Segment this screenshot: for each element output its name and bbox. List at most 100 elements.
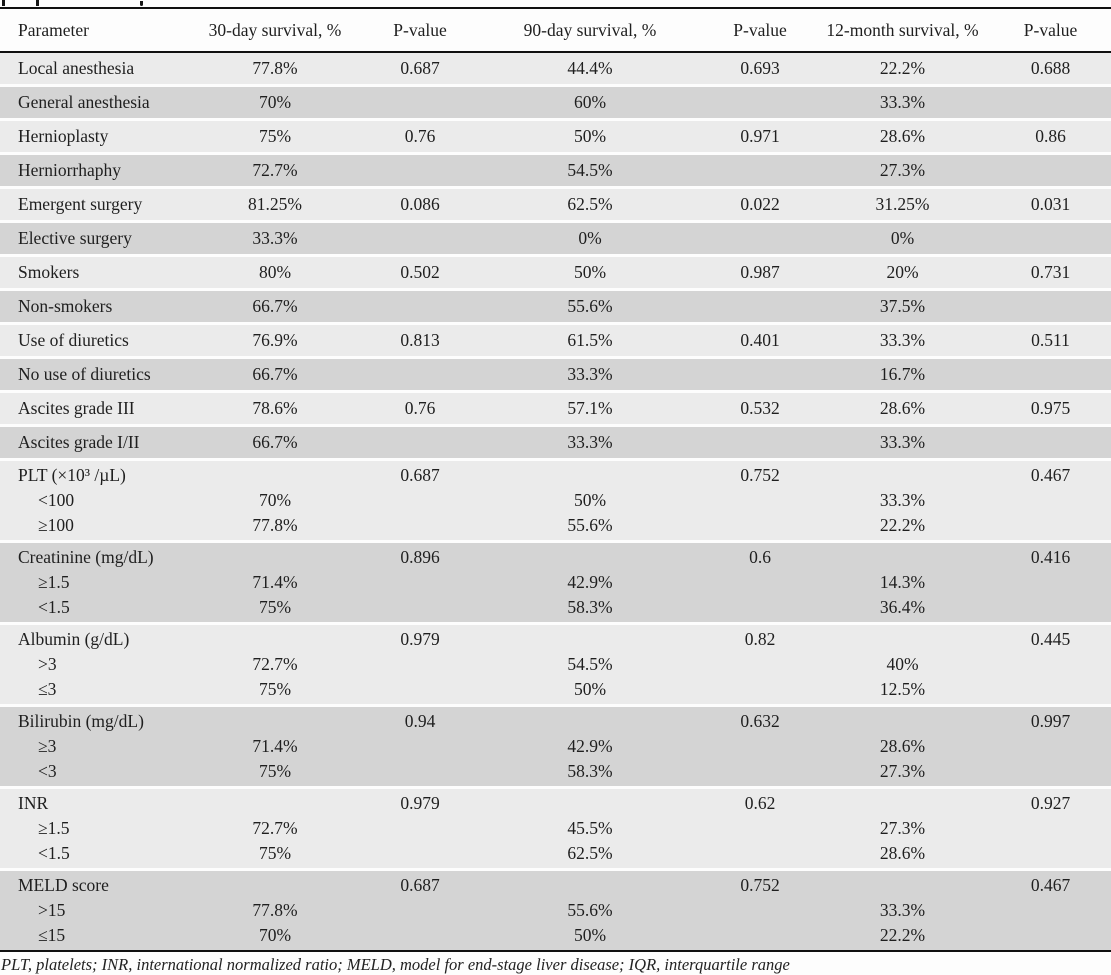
survival-value-cell: [475, 786, 705, 816]
column-header-parameter: Parameter: [0, 7, 185, 53]
survival-value-cell: 72.7%: [185, 152, 365, 188]
table-row: PLT (×10³ /µL) 0.687 0.752 0.467: [0, 458, 1111, 488]
pvalue-cell: [705, 220, 815, 256]
parameter-cell: General anesthesia: [0, 84, 185, 120]
survival-value-cell: 28.6%: [815, 390, 990, 426]
pvalue-cell: [705, 488, 815, 513]
survival-value-cell: 33.3%: [815, 898, 990, 923]
survival-value-cell: 42.9%: [475, 570, 705, 595]
table-row: Local anesthesia 77.8% 0.687 44.4% 0.693 22.2…: [0, 52, 1111, 86]
parameter-subcategory-cell: >3: [0, 652, 185, 677]
survival-value-cell: 28.6%: [815, 734, 990, 759]
survival-value-cell: 27.3%: [815, 152, 990, 188]
pvalue-cell: 0.632: [705, 704, 815, 734]
survival-value-cell: [815, 540, 990, 570]
table-row: <100 70% 50% 33.3%: [0, 488, 1111, 513]
pvalue-cell: [990, 841, 1111, 870]
column-header-90day-survival: 90-day survival, %: [475, 7, 705, 53]
survival-value-cell: 40%: [815, 652, 990, 677]
pvalue-cell: [990, 424, 1111, 460]
survival-value-cell: 77.8%: [185, 513, 365, 542]
table-row: Creatinine (mg/dL) 0.896 0.6 0.416: [0, 540, 1111, 570]
parameter-subcategory-cell: ≥3: [0, 734, 185, 759]
survival-value-cell: 55.6%: [475, 898, 705, 923]
pvalue-cell: 0.731: [990, 254, 1111, 290]
pvalue-cell: [990, 84, 1111, 120]
survival-value-cell: 22.2%: [815, 52, 990, 86]
parameter-subcategory-cell: ≤15: [0, 923, 185, 952]
pvalue-cell: 0.979: [365, 786, 475, 816]
pvalue-cell: 0.445: [990, 622, 1111, 652]
pvalue-cell: [990, 923, 1111, 952]
survival-value-cell: 70%: [185, 84, 365, 120]
pvalue-cell: 0.022: [705, 186, 815, 222]
survival-value-cell: 42.9%: [475, 734, 705, 759]
pvalue-cell: [705, 677, 815, 706]
survival-value-cell: [185, 786, 365, 816]
pvalue-cell: [990, 288, 1111, 324]
header-row: Parameter 30-day survival, % P-value 90-…: [0, 7, 1111, 53]
parameter-subcategory-cell: ≥1.5: [0, 816, 185, 841]
survival-value-cell: 37.5%: [815, 288, 990, 324]
survival-value-cell: 70%: [185, 488, 365, 513]
pvalue-cell: [365, 513, 475, 542]
pvalue-cell: 0.752: [705, 868, 815, 898]
pvalue-cell: 0.979: [365, 622, 475, 652]
survival-value-cell: 33.3%: [815, 84, 990, 120]
pvalue-cell: 0.693: [705, 52, 815, 86]
pvalue-cell: [365, 677, 475, 706]
table-row: INR 0.979 0.62 0.927: [0, 786, 1111, 816]
table-row: MELD score 0.687 0.752 0.467: [0, 868, 1111, 898]
survival-value-cell: 71.4%: [185, 570, 365, 595]
pvalue-cell: [365, 898, 475, 923]
table-row: Bilirubin (mg/dL) 0.94 0.632 0.997: [0, 704, 1111, 734]
survival-value-cell: [185, 540, 365, 570]
pvalue-cell: [990, 488, 1111, 513]
parameter-cell: Albumin (g/dL): [0, 622, 185, 652]
survival-value-cell: 72.7%: [185, 816, 365, 841]
table-footnote: PLT, platelets; INR, international norma…: [1, 955, 790, 974]
pvalue-cell: [705, 816, 815, 841]
pvalue-cell: 0.511: [990, 322, 1111, 358]
table-row: ≤3 75% 50% 12.5%: [0, 677, 1111, 706]
pvalue-cell: [990, 898, 1111, 923]
parameter-subcategory-cell: ≥100: [0, 513, 185, 542]
survival-value-cell: [815, 622, 990, 652]
table-row: >3 72.7% 54.5% 40%: [0, 652, 1111, 677]
pvalue-cell: [705, 923, 815, 952]
pvalue-cell: [705, 84, 815, 120]
survival-value-cell: 20%: [815, 254, 990, 290]
table-row: No use of diuretics 66.7% 33.3% 16.7%: [0, 356, 1111, 392]
pvalue-cell: [705, 652, 815, 677]
pvalue-cell: [705, 424, 815, 460]
table-row: ≤15 70% 50% 22.2%: [0, 923, 1111, 952]
pvalue-cell: 0.86: [990, 118, 1111, 154]
survival-value-cell: 27.3%: [815, 759, 990, 788]
parameter-cell: Non-smokers: [0, 288, 185, 324]
table-row: ≥3 71.4% 42.9% 28.6%: [0, 734, 1111, 759]
pvalue-cell: [990, 759, 1111, 788]
survival-value-cell: [475, 868, 705, 898]
survival-value-cell: 61.5%: [475, 322, 705, 358]
survival-value-cell: [475, 704, 705, 734]
pvalue-cell: [365, 595, 475, 624]
table-row: Use of diuretics 76.9% 0.813 61.5% 0.401 33.3…: [0, 322, 1111, 358]
pvalue-cell: [990, 652, 1111, 677]
pvalue-cell: [705, 570, 815, 595]
survival-value-cell: 22.2%: [815, 923, 990, 952]
pvalue-cell: 0.467: [990, 458, 1111, 488]
pvalue-cell: [365, 152, 475, 188]
parameter-cell: Local anesthesia: [0, 52, 185, 86]
survival-value-cell: 50%: [475, 254, 705, 290]
parameter-cell: Ascites grade III: [0, 390, 185, 426]
pvalue-cell: 0.401: [705, 322, 815, 358]
parameter-cell: MELD score: [0, 868, 185, 898]
parameter-cell: Smokers: [0, 254, 185, 290]
survival-value-cell: 76.9%: [185, 322, 365, 358]
survival-value-cell: [815, 786, 990, 816]
survival-value-cell: 28.6%: [815, 841, 990, 870]
cropped-caption-fragment: [0, 0, 1111, 7]
table-row: Hernioplasty 75% 0.76 50% 0.971 28.6% 0.86: [0, 118, 1111, 154]
pvalue-cell: [705, 288, 815, 324]
survival-value-cell: [185, 622, 365, 652]
